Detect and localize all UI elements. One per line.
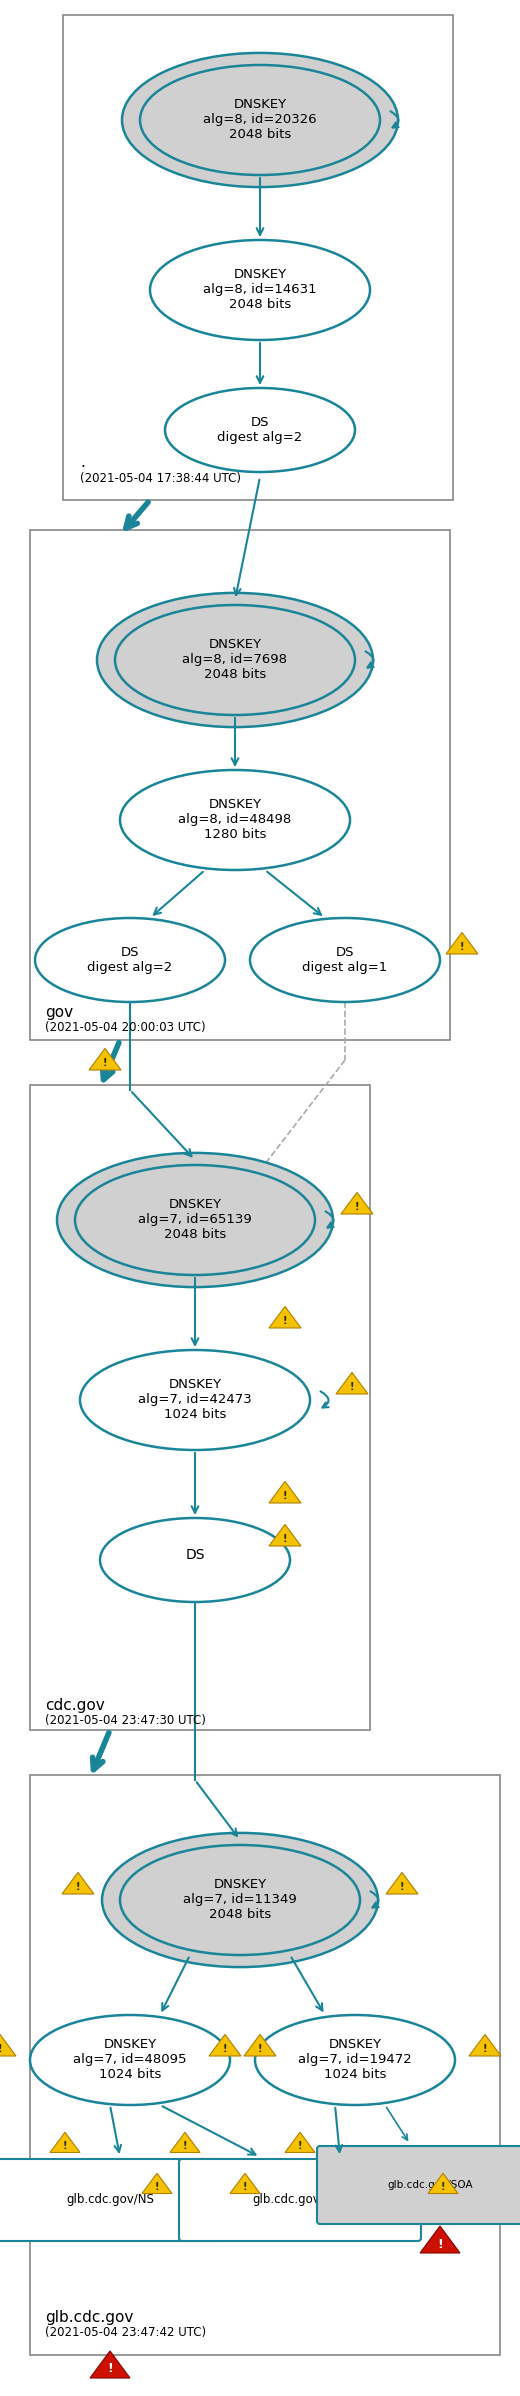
Ellipse shape — [75, 1164, 315, 1275]
Text: DNSKEY
alg=8, id=7698
2048 bits: DNSKEY alg=8, id=7698 2048 bits — [183, 637, 288, 680]
Text: DS
digest alg=2: DS digest alg=2 — [217, 417, 303, 443]
Text: !: ! — [460, 942, 464, 951]
Text: glb.cdc.gov: glb.cdc.gov — [45, 2310, 133, 2324]
Polygon shape — [142, 2173, 172, 2192]
Bar — [30, 1085, 370, 1730]
FancyBboxPatch shape — [317, 2147, 520, 2223]
Polygon shape — [89, 1049, 121, 1071]
Bar — [63, 14, 453, 501]
Ellipse shape — [150, 240, 370, 340]
Polygon shape — [428, 2173, 458, 2192]
Ellipse shape — [140, 65, 380, 175]
Text: glb.cdc.gov/SOA: glb.cdc.gov/SOA — [387, 2180, 473, 2190]
Bar — [30, 530, 450, 1040]
Ellipse shape — [97, 592, 373, 726]
Text: !: ! — [400, 1881, 404, 1893]
Polygon shape — [209, 2034, 241, 2056]
Text: DNSKEY
alg=8, id=20326
2048 bits: DNSKEY alg=8, id=20326 2048 bits — [203, 98, 317, 141]
Text: !: ! — [283, 1533, 287, 1543]
Text: (2021-05-04 23:47:42 UTC): (2021-05-04 23:47:42 UTC) — [45, 2327, 206, 2338]
Ellipse shape — [120, 1845, 360, 1955]
Text: !: ! — [283, 1490, 287, 1500]
Text: DNSKEY
alg=8, id=14631
2048 bits: DNSKEY alg=8, id=14631 2048 bits — [203, 268, 317, 311]
Polygon shape — [269, 1306, 301, 1327]
Text: DNSKEY
alg=8, id=48498
1280 bits: DNSKEY alg=8, id=48498 1280 bits — [178, 798, 292, 841]
Polygon shape — [0, 2034, 16, 2056]
Text: !: ! — [103, 1057, 107, 1069]
Ellipse shape — [30, 2015, 230, 2106]
Polygon shape — [90, 2350, 130, 2377]
Polygon shape — [244, 2034, 276, 2056]
Text: (2021-05-04 17:38:44 UTC): (2021-05-04 17:38:44 UTC) — [80, 472, 241, 484]
Ellipse shape — [120, 769, 350, 870]
Ellipse shape — [122, 53, 398, 187]
Text: digest alg=1: digest alg=1 — [135, 1565, 215, 1579]
Polygon shape — [62, 1871, 94, 1893]
Polygon shape — [336, 1373, 368, 1394]
FancyBboxPatch shape — [179, 2159, 421, 2240]
Polygon shape — [341, 1193, 373, 1215]
Text: !: ! — [223, 2044, 227, 2053]
Text: !: ! — [350, 1382, 354, 1392]
Text: !: ! — [483, 2044, 487, 2053]
Text: DS
digest alg=2: DS digest alg=2 — [87, 946, 173, 975]
Text: !: ! — [63, 2140, 67, 2152]
Ellipse shape — [102, 1833, 378, 1967]
Polygon shape — [269, 1524, 301, 1545]
Text: DNSKEY
alg=7, id=42473
1024 bits: DNSKEY alg=7, id=42473 1024 bits — [138, 1378, 252, 1421]
Ellipse shape — [165, 388, 355, 472]
Bar — [30, 1775, 500, 2355]
Polygon shape — [269, 1481, 301, 1502]
Text: DNSKEY
alg=7, id=11349
2048 bits: DNSKEY alg=7, id=11349 2048 bits — [183, 1878, 297, 1922]
Text: !: ! — [76, 1881, 80, 1893]
Polygon shape — [230, 2173, 260, 2192]
Polygon shape — [50, 2132, 80, 2152]
Ellipse shape — [35, 918, 225, 1002]
Text: !: ! — [155, 2183, 159, 2192]
FancyBboxPatch shape — [0, 2159, 223, 2240]
Ellipse shape — [57, 1152, 333, 1287]
Text: DNSKEY
alg=7, id=48095
1024 bits: DNSKEY alg=7, id=48095 1024 bits — [73, 2039, 187, 2082]
Text: !: ! — [355, 1203, 359, 1212]
Text: (2021-05-04 23:47:30 UTC): (2021-05-04 23:47:30 UTC) — [45, 1713, 206, 1728]
Text: gov: gov — [45, 1004, 73, 1021]
Text: glb.cdc.gov/NS: glb.cdc.gov/NS — [66, 2192, 154, 2207]
Text: glb.cdc.gov/SOA: glb.cdc.gov/SOA — [252, 2192, 348, 2207]
Text: (2021-05-04 20:00:03 UTC): (2021-05-04 20:00:03 UTC) — [45, 1021, 205, 1035]
Polygon shape — [446, 932, 478, 954]
Text: cdc.gov: cdc.gov — [45, 1699, 105, 1713]
Text: DS: DS — [185, 1548, 205, 1562]
Polygon shape — [469, 2034, 501, 2056]
Ellipse shape — [80, 1349, 310, 1450]
Ellipse shape — [250, 918, 440, 1002]
Text: !: ! — [437, 2238, 443, 2250]
Text: !: ! — [0, 2044, 2, 2053]
Text: !: ! — [243, 2183, 247, 2192]
Polygon shape — [386, 1871, 418, 1893]
Polygon shape — [420, 2226, 460, 2252]
Text: DNSKEY
alg=7, id=65139
2048 bits: DNSKEY alg=7, id=65139 2048 bits — [138, 1198, 252, 1241]
Text: !: ! — [298, 2140, 302, 2152]
Ellipse shape — [255, 2015, 455, 2106]
Text: !: ! — [283, 1315, 287, 1325]
Polygon shape — [285, 2132, 315, 2152]
Ellipse shape — [115, 606, 355, 714]
Text: .: . — [80, 455, 85, 470]
Polygon shape — [170, 2132, 200, 2152]
Text: !: ! — [441, 2183, 445, 2192]
Text: DS
digest alg=1: DS digest alg=1 — [302, 946, 387, 975]
Text: !: ! — [107, 2362, 113, 2374]
Text: !: ! — [258, 2044, 262, 2053]
Text: !: ! — [183, 2140, 187, 2152]
Ellipse shape — [100, 1519, 290, 1603]
Text: DNSKEY
alg=7, id=19472
1024 bits: DNSKEY alg=7, id=19472 1024 bits — [298, 2039, 412, 2082]
